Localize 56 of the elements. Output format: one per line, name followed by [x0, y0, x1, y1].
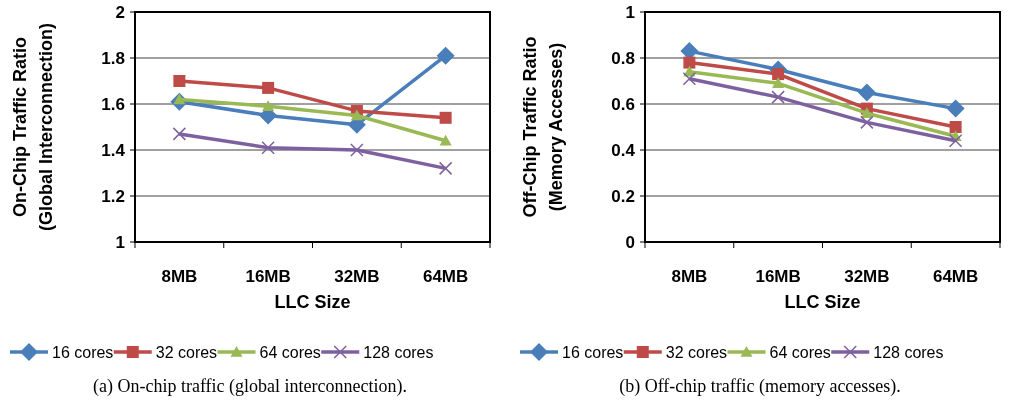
point	[439, 134, 452, 146]
y-axis-title: Off-Chip Traffic Ratio (Memory Accesses)	[520, 36, 566, 218]
y-tick-label: 0	[625, 232, 635, 252]
point	[771, 90, 785, 104]
point	[438, 161, 453, 176]
y-tick-label: 0.8	[611, 48, 635, 68]
y-tick-label: 1.2	[101, 186, 125, 206]
y-tick-label: 1	[115, 232, 125, 252]
legend-label: 64 cores	[769, 343, 831, 361]
y-tick-label: 0.6	[611, 94, 635, 114]
x-tick-label: 16MB	[755, 267, 801, 286]
point	[350, 109, 363, 121]
y-tick-label: 1.4	[101, 140, 126, 160]
point	[439, 111, 452, 124]
point	[683, 56, 696, 69]
x-tick-label: 8MB	[161, 267, 198, 286]
legend-label: 32 cores	[155, 343, 218, 361]
point	[857, 83, 876, 102]
legend-label: 16 cores	[52, 343, 114, 361]
y-tick-label: 0.4	[611, 140, 636, 160]
x-tick-label: 32MB	[844, 267, 890, 286]
point	[949, 121, 962, 133]
point	[350, 143, 364, 157]
point	[172, 127, 187, 141]
y-tick-label: 0.2	[611, 186, 635, 206]
x-axis-title: LLC Size	[784, 292, 861, 312]
point	[436, 46, 455, 65]
point	[946, 99, 965, 118]
x-axis-title: LLC Size	[274, 292, 351, 312]
x-tick-label: 32MB	[334, 267, 380, 286]
legend-label: 16 cores	[562, 343, 624, 361]
y-tick-label: 1	[625, 2, 635, 22]
point	[948, 134, 963, 148]
x-tick-label: 64MB	[422, 267, 469, 286]
legend-label: 64 cores	[259, 343, 321, 361]
point	[173, 75, 186, 87]
text: (b) Off-chip traffic (memory accesses).	[619, 376, 901, 397]
point	[772, 77, 785, 89]
point	[860, 107, 873, 118]
y-axis-title: On-Chip Traffic Ratio (Global Interconnection)	[10, 22, 56, 232]
legend-label: 128 cores	[873, 343, 944, 361]
y-tick-label: 1.8	[101, 48, 125, 68]
point	[772, 68, 785, 81]
point	[262, 100, 275, 112]
point	[860, 115, 874, 130]
x-tick-label: 16MB	[245, 267, 291, 286]
text: (a) On-chip traffic (global interconnection).	[92, 376, 408, 397]
point	[261, 140, 275, 155]
point	[262, 81, 275, 94]
x-tick-label: 64MB	[932, 267, 979, 286]
point	[682, 71, 697, 86]
legend-label: 128 cores	[363, 343, 434, 361]
legend-label: 32 cores	[665, 343, 728, 361]
x-tick-label: 8MB	[671, 267, 708, 286]
y-tick-label: 2	[115, 2, 125, 22]
y-tick-label: 1.6	[101, 94, 125, 114]
